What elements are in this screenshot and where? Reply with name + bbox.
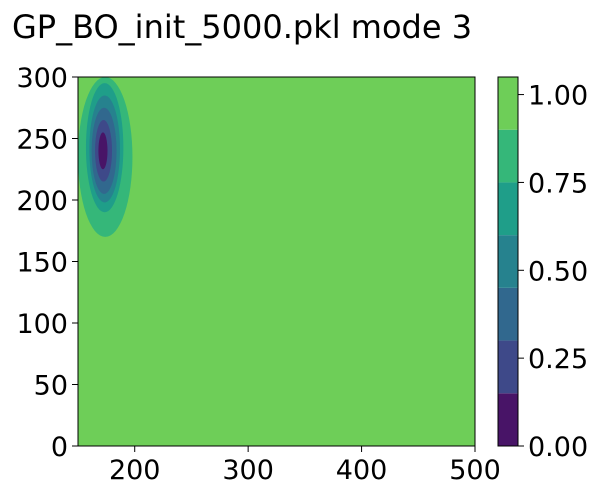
- colorbar-band: [498, 287, 518, 341]
- colorbar-band: [498, 340, 518, 394]
- x-tick-label: 400: [336, 455, 388, 486]
- colorbar-tick-label: 1.00: [528, 81, 588, 112]
- y-tick-label: 300: [16, 63, 68, 94]
- x-tick-label: 200: [109, 455, 161, 486]
- y-tick-label: 200: [16, 186, 68, 217]
- colorbar-tick-label: 0.25: [528, 344, 588, 375]
- y-tick-label: 100: [16, 309, 68, 340]
- colorbar-band: [498, 393, 518, 446]
- x-tick-label: 500: [449, 455, 501, 486]
- plot-area: [77, 76, 476, 447]
- y-axis: 0 50 100 150 200 250 300: [16, 63, 78, 463]
- contour-band-1: [98, 132, 108, 170]
- colorbar-band: [498, 182, 518, 236]
- y-tick-label: 250: [16, 125, 68, 156]
- heatmap-background: [78, 77, 475, 446]
- colorbar: 0.00 0.25 0.50 0.75 1.00: [497, 76, 588, 463]
- colorbar-tick-label: 0.50: [528, 256, 588, 287]
- colorbar-tick-label: 0.75: [528, 168, 588, 199]
- colorbar-band: [498, 77, 518, 130]
- colorbar-bands: [498, 77, 518, 446]
- colorbar-ticks: 0.00 0.25 0.50 0.75 1.00: [518, 81, 588, 463]
- y-tick-label: 150: [16, 248, 68, 279]
- colorbar-tick-label: 0.00: [528, 432, 588, 463]
- colorbar-band: [498, 129, 518, 183]
- x-tick-label: 300: [222, 455, 274, 486]
- x-axis: 200 300 400 500: [109, 446, 501, 486]
- y-tick-label: 50: [34, 371, 68, 402]
- y-tick-label: 0: [51, 432, 68, 463]
- contour-bands: [78, 77, 133, 237]
- colorbar-frame: [497, 76, 519, 447]
- colorbar-band: [498, 235, 518, 288]
- chart-title: GP_BO_init_5000.pkl mode 3: [12, 8, 472, 46]
